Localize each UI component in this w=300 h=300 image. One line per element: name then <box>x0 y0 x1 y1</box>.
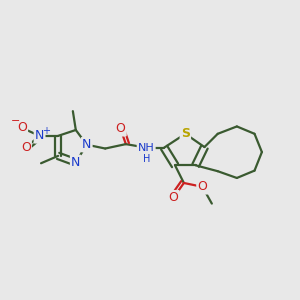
Text: N: N <box>82 138 92 151</box>
Text: O: O <box>197 180 207 193</box>
Text: O: O <box>169 191 178 204</box>
Text: H: H <box>143 154 151 164</box>
Text: O: O <box>116 122 125 135</box>
Text: O: O <box>21 141 31 154</box>
Text: O: O <box>17 122 27 134</box>
Text: −: − <box>11 116 21 126</box>
Text: +: + <box>42 126 50 136</box>
Text: NH: NH <box>138 142 154 153</box>
Text: N: N <box>71 156 80 169</box>
Text: S: S <box>181 127 190 140</box>
Text: N: N <box>35 129 44 142</box>
